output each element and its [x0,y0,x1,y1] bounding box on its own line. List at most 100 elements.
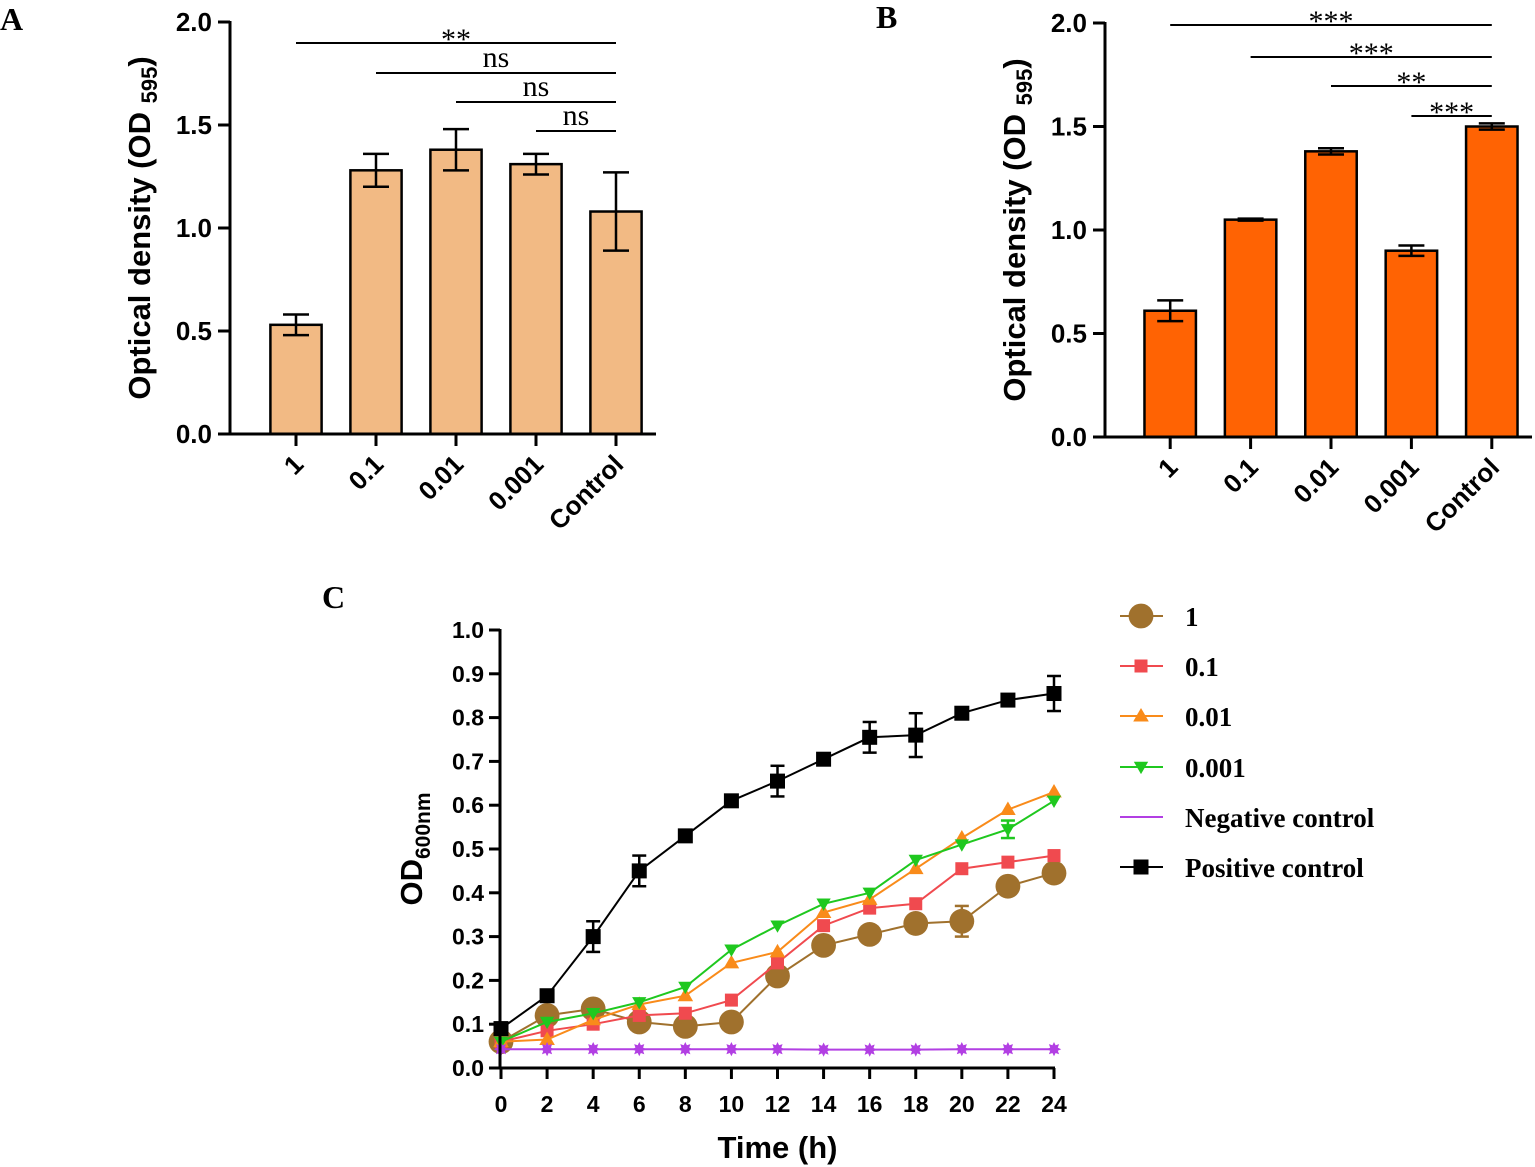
x-tick-label: 22 [995,1091,1021,1117]
legend-item: 0.001 [1120,753,1246,783]
data-point [724,1042,739,1057]
y-axis-title-subscript: 595 [137,67,162,104]
data-point [903,911,929,936]
y-tick-label: 1.5 [176,110,212,140]
y-tick-label: 0.1 [452,1011,484,1037]
data-point [632,1008,646,1022]
y-axis-title-subscript: 595 [1012,69,1037,106]
data-point [539,1031,555,1045]
x-tick-label: 0 [495,1091,508,1117]
data-point [539,1016,555,1030]
legend-panel-c: 1 0.1 0.01 0.001 Negative control Positive co… [1120,602,1375,883]
data-point [632,997,647,1010]
data-point [771,956,784,970]
data-point [862,729,878,745]
legend-label: 0.001 [1185,753,1246,783]
bar [1384,249,1439,439]
data-point [954,839,969,852]
data-point [908,727,924,743]
data-point [909,897,923,911]
significance-label: ns [523,70,550,103]
y-tick-label: 0.3 [452,924,484,950]
x-tick-label: 0.1 [342,449,389,496]
data-point [723,793,739,809]
y-axis-title-text: Optical density (OD [122,103,157,399]
panel-label-c: C [322,579,345,615]
x-tick-label: 16 [857,1091,883,1117]
series-negative-control [493,1042,1062,1057]
y-tick-label: 0.5 [1051,319,1087,349]
data-point [539,988,555,1004]
data-point [723,954,740,969]
y-axis-title-text: Optical density (OD [997,105,1032,401]
data-point [908,1042,923,1057]
data-point [1001,855,1015,869]
data-point [954,1042,969,1057]
y-tick-label: 0.0 [1051,422,1087,452]
legend-item: Positive control [1120,853,1364,883]
data-point [678,1006,692,1020]
significance-label: ** [441,23,471,56]
data-point [1046,795,1062,808]
data-point [678,981,693,995]
y-axis-title-close: ) [122,56,157,66]
x-tick-label: 1 [278,449,309,480]
y-tick-label: 0.6 [452,792,484,818]
y-tick-label: 0.0 [452,1055,484,1081]
x-tick-label: Control [543,449,630,536]
x-tick-label: 0.001 [482,449,549,516]
bar [1223,218,1278,439]
significance-label: ns [483,41,510,74]
data-point [672,1013,698,1039]
data-point [1134,659,1148,673]
data-point [1128,603,1154,629]
x-tick-label: 4 [587,1091,600,1117]
y-tick-label: 0.9 [452,661,484,687]
legend-item: Negative control [1120,803,1375,833]
y-tick-label: 1.0 [176,213,212,243]
y-tick-label: 0.4 [452,880,484,906]
x-tick-label: 14 [811,1091,837,1117]
bar [1304,150,1358,439]
data-point [585,929,601,945]
x-tick-label: 6 [633,1091,646,1117]
series-0-01 [493,784,1062,1048]
x-tick-label: 0.01 [1287,452,1344,509]
data-point [1133,707,1149,722]
x-tick-label: 24 [1041,1091,1067,1117]
y-axis-title-text: OD [394,859,429,906]
data-point [862,887,877,900]
y-axis-title: OD600nm [394,792,435,905]
legend-label: Negative control [1185,803,1375,833]
x-tick-label: 0.001 [1357,452,1424,519]
data-point [816,751,832,767]
y-axis-title-subscript: 600nm [412,792,435,859]
x-tick-label: 8 [679,1091,692,1117]
y-tick-label: 0.0 [176,419,212,449]
data-point [770,920,785,933]
significance-label: ns [563,99,590,132]
data-point [1047,849,1061,863]
data-point [540,1024,554,1038]
data-point [631,863,647,879]
data-point [724,944,739,957]
legend-item: 0.1 [1120,652,1219,682]
y-axis-title: Optical density (OD 595) [997,58,1037,401]
x-axis-title: Time (h) [718,1130,838,1165]
data-point [1046,686,1062,702]
series-0-001 [493,795,1062,1049]
data-point [1000,801,1016,816]
data-point [863,901,877,915]
bar [269,323,323,436]
data-point [632,1042,647,1057]
data-point [1000,824,1016,837]
data-point [949,908,975,934]
significance-label: *** [1309,5,1354,38]
x-tick-label: 0.01 [412,449,469,506]
x-tick-label: 0.1 [1217,452,1264,499]
data-point [677,987,694,1002]
chart-panel-c: 0.00.10.20.30.40.50.60.70.80.91.00 2 4 6 8 10… [394,617,1067,1165]
data-point [857,922,883,947]
series-1 [488,860,1067,1055]
